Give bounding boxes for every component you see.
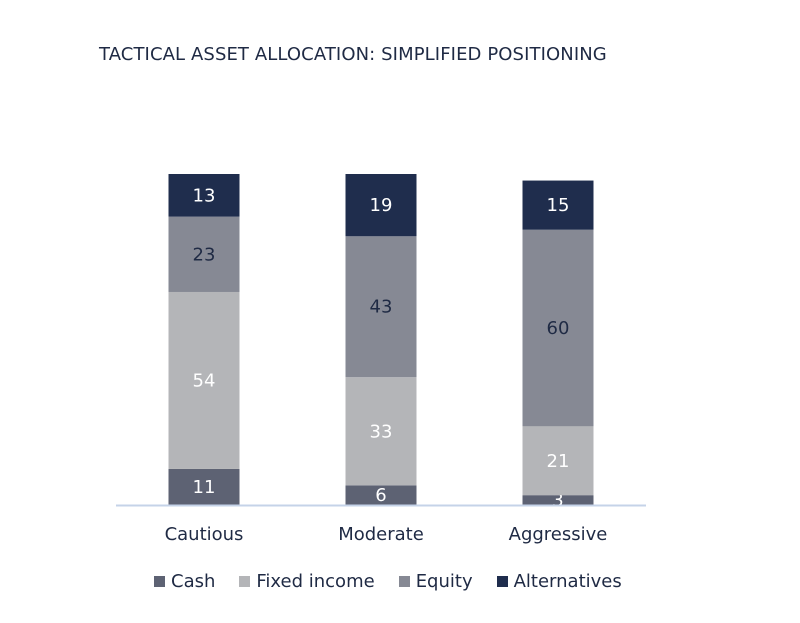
bar-segment-cash-moderate [345,485,417,505]
legend-item-fixed-income: Fixed income [239,571,375,592]
data-label-cash-aggressive: 3 [552,490,563,511]
bar-segment-cash-cautious [168,468,240,505]
legend-label-alternatives: Alternatives [513,571,622,592]
data-label-cash-moderate: 6 [375,485,386,506]
bar-segment-fixed-income-moderate [345,377,417,486]
chart-legend: Cash Fixed income Equity Alternatives [154,571,646,592]
data-label-fixed-income-cautious: 54 [193,370,216,391]
bar-segment-alternatives-cautious [168,174,240,217]
data-label-cash-cautious: 11 [193,477,216,498]
category-label-aggressive: Aggressive [509,524,608,545]
legend-item-alternatives: Alternatives [496,571,622,592]
bar-segment-alternatives-aggressive [522,180,594,230]
data-label-fixed-income-moderate: 33 [370,421,393,442]
data-label-alternatives-moderate: 19 [370,195,393,216]
legend-swatch-cash [154,576,165,587]
bar-segment-equity-moderate [345,236,417,378]
legend-swatch-alternatives [496,576,508,587]
category-label-moderate: Moderate [338,524,424,545]
bar-segment-equity-cautious [168,216,240,292]
legend-label-cash: Cash [171,571,216,592]
chart-title: TACTICAL ASSET ALLOCATION: SIMPLIFIED PO… [99,44,607,65]
legend-item-cash: Cash [154,571,215,592]
data-label-alternatives-cautious: 13 [193,185,216,206]
data-label-equity-cautious: 23 [193,244,216,265]
data-label-equity-moderate: 43 [370,297,393,318]
legend-label-equity: Equity [415,571,473,592]
legend-label-fixed-income: Fixed income [256,571,375,592]
data-label-equity-aggressive: 60 [547,318,570,339]
data-label-fixed-income-aggressive: 21 [547,451,570,472]
legend-swatch-equity [398,576,410,587]
legend-item-equity: Equity [398,571,473,592]
data-label-alternatives-aggressive: 15 [547,195,570,216]
legend-swatch-fixed-income [239,576,251,587]
bar-segment-cash-aggressive [522,495,594,505]
category-label-cautious: Cautious [165,524,244,545]
bar-segment-fixed-income-aggressive [522,426,594,496]
bar-segment-alternatives-moderate [345,174,417,237]
bar-segment-equity-aggressive [522,229,594,427]
bar-segment-fixed-income-cautious [168,291,240,469]
